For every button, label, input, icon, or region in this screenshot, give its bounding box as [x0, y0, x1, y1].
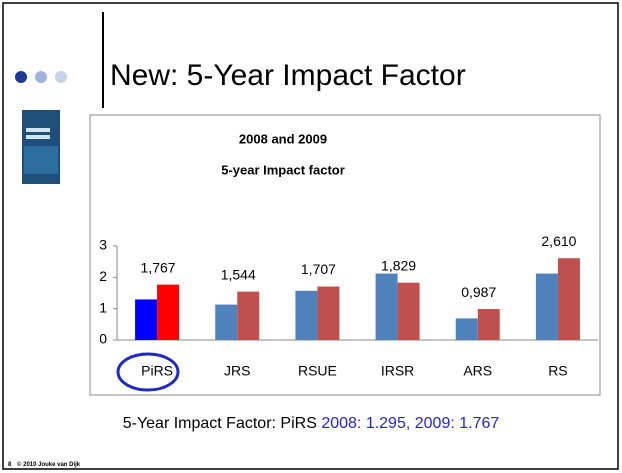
value-label: 1,707 — [301, 261, 336, 277]
page-number: 8 — [8, 462, 12, 468]
bar — [317, 287, 339, 340]
x-tick-label: RSUE — [298, 363, 337, 379]
bar — [135, 299, 157, 340]
bar — [536, 274, 558, 340]
x-tick-label: PiRS — [141, 363, 173, 379]
caption-lead: 5-Year Impact Factor: PiRS — [123, 415, 317, 432]
bar — [215, 305, 237, 340]
slide: New: 5-Year Impact Factor 2008 and 2009 … — [0, 0, 622, 473]
chart-title: 5-year Impact factor — [221, 162, 345, 177]
value-label: 2,610 — [541, 233, 576, 249]
bar — [157, 285, 179, 340]
bar — [478, 309, 500, 340]
journal-cover — [22, 110, 60, 184]
value-label: 0,987 — [461, 284, 496, 300]
x-tick-label: RS — [548, 363, 567, 379]
value-label: 1,767 — [141, 259, 176, 275]
y-tick-label: 1 — [99, 299, 107, 315]
caption: 5-Year Impact Factor: PiRS 2008: 1.295, … — [123, 415, 500, 432]
dot — [55, 71, 67, 83]
bar — [376, 274, 398, 340]
footer: 8 © 2010 Jouke van Dijk — [8, 461, 81, 468]
chart-title: 2008 and 2009 — [239, 131, 327, 146]
bar — [558, 258, 580, 340]
bar — [295, 291, 317, 340]
value-label: 1,544 — [221, 266, 256, 282]
y-tick-label: 3 — [99, 237, 107, 253]
x-tick-label: IRSR — [381, 363, 414, 379]
chart-area — [90, 115, 600, 395]
bar — [456, 318, 478, 340]
credit: © 2010 Jouke van Dijk — [17, 461, 81, 468]
page: New: 5-Year Impact Factor 2008 and 2009 … — [0, 0, 622, 473]
x-tick-label: JRS — [224, 363, 250, 379]
dot — [15, 71, 27, 83]
bar — [398, 283, 420, 340]
y-tick-label: 0 — [99, 331, 107, 347]
bar — [237, 292, 259, 340]
value-label: 1,829 — [381, 257, 416, 273]
caption-highlight: 2008: 1.295, 2009: 1.767 — [321, 415, 499, 432]
slide-title: New: 5-Year Impact Factor — [110, 59, 466, 92]
x-tick-label: ARS — [463, 363, 492, 379]
y-tick-label: 2 — [99, 268, 107, 284]
dot — [35, 71, 47, 83]
